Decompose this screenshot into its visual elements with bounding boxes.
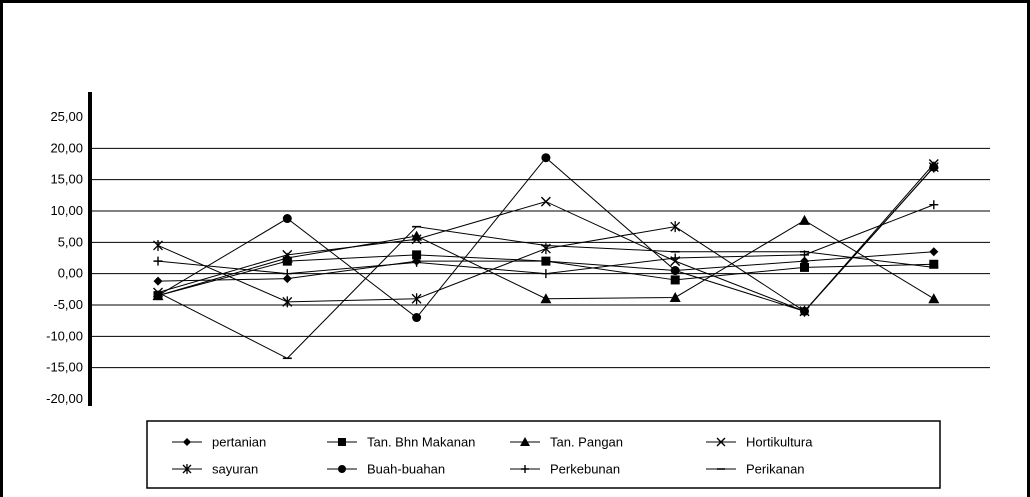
legend-label: sayuran bbox=[212, 462, 258, 477]
x-marker bbox=[411, 234, 422, 245]
plus-marker bbox=[670, 253, 680, 263]
legend-label: Hortikultura bbox=[746, 435, 813, 450]
triangle-marker bbox=[520, 437, 530, 446]
legend-item: Hortikultura bbox=[706, 435, 813, 450]
legend-item: Perikanan bbox=[706, 462, 805, 477]
triangle-marker bbox=[540, 293, 552, 304]
series-line bbox=[157, 163, 935, 312]
legend-label: Tan. Pangan bbox=[550, 435, 623, 450]
legend-label: Perkebunan bbox=[550, 462, 620, 477]
legend-item: Buah-buahan bbox=[327, 462, 445, 477]
y-tick-labels: 25,00 20,00 15,00 10,00 5,00 0,00 -5,00 -10,00 -… bbox=[46, 109, 83, 406]
series-line bbox=[157, 166, 935, 312]
y-tick-label: -10,00 bbox=[46, 328, 83, 343]
y-tick-label: 15,00 bbox=[50, 172, 83, 187]
plus-marker bbox=[541, 269, 551, 279]
asterisk-marker bbox=[411, 293, 422, 305]
y-tick-label: 20,00 bbox=[50, 140, 83, 155]
x-marker bbox=[716, 437, 726, 447]
legend: pertanian Tan. Bhn Makanan Tan. Pangan Hort… bbox=[146, 420, 941, 489]
diamond-marker bbox=[183, 438, 191, 446]
triangle-marker bbox=[928, 293, 940, 304]
circle-marker bbox=[670, 266, 680, 276]
triangle-marker bbox=[411, 230, 423, 241]
x-marker bbox=[282, 249, 293, 260]
asterisk-marker bbox=[153, 239, 163, 251]
legend-box bbox=[146, 420, 941, 489]
legend-label: Tan. Bhn Makanan bbox=[367, 435, 475, 450]
plus-marker bbox=[282, 269, 292, 279]
y-tick-label: 5,00 bbox=[58, 234, 83, 249]
triangle-marker bbox=[669, 291, 681, 302]
square-marker bbox=[541, 256, 551, 266]
y-tick-label: -5,00 bbox=[53, 297, 83, 312]
legend-label: Buah-buahan bbox=[367, 462, 445, 477]
square-marker bbox=[338, 438, 346, 446]
diamond-marker bbox=[282, 274, 292, 284]
legend-item: sayuran bbox=[172, 462, 258, 477]
asterisk-marker bbox=[282, 296, 293, 308]
diamond-marker bbox=[929, 247, 939, 257]
circle-marker bbox=[800, 306, 809, 316]
asterisk-marker bbox=[670, 221, 681, 233]
legend-item: Perkebunan bbox=[510, 462, 620, 477]
y-tick-label: 0,00 bbox=[58, 266, 83, 281]
y-tick-label: -20,00 bbox=[46, 391, 83, 406]
plus-marker bbox=[153, 256, 163, 266]
diamond-marker bbox=[153, 276, 163, 286]
circle-marker bbox=[541, 153, 551, 163]
y-tick-label: 10,00 bbox=[50, 203, 83, 218]
x-marker bbox=[540, 196, 551, 207]
square-marker bbox=[670, 275, 680, 285]
plus-marker bbox=[929, 200, 939, 210]
legend-item: pertanian bbox=[172, 435, 266, 450]
asterisk-marker bbox=[182, 464, 192, 474]
circle-marker bbox=[282, 214, 292, 224]
square-marker bbox=[929, 259, 939, 269]
square-marker bbox=[800, 262, 809, 272]
plus-marker bbox=[521, 465, 529, 473]
legend-item: Tan. Pangan bbox=[510, 435, 623, 450]
square-marker bbox=[412, 250, 422, 260]
circle-marker bbox=[929, 162, 939, 172]
y-tick-label: 25,00 bbox=[50, 109, 83, 124]
circle-marker bbox=[338, 465, 346, 473]
circle-marker bbox=[153, 291, 163, 301]
triangle-marker bbox=[281, 252, 293, 263]
triangle-marker bbox=[799, 214, 810, 225]
series-markers bbox=[152, 153, 940, 360]
circle-marker bbox=[412, 313, 422, 323]
legend-label: Perikanan bbox=[746, 462, 805, 477]
y-tick-label: -15,00 bbox=[46, 360, 83, 375]
plus-marker bbox=[412, 257, 422, 267]
legend-item: Tan. Bhn Makanan bbox=[327, 435, 475, 450]
legend-label: pertanian bbox=[212, 435, 266, 450]
